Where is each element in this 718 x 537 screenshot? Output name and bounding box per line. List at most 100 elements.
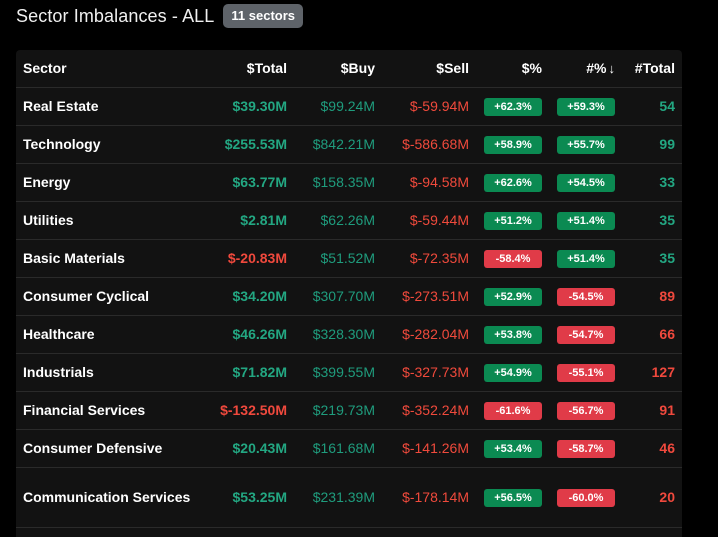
sell-value: $-282.04M bbox=[382, 315, 476, 354]
dollar-pct-badge: +51.2% bbox=[484, 211, 542, 230]
sector-name: Consumer Cyclical bbox=[16, 277, 201, 316]
column-header-total[interactable]: $Total bbox=[201, 50, 294, 88]
count-pct-cell: +59.3% bbox=[549, 87, 622, 126]
total-value: $46.26M bbox=[201, 315, 294, 354]
sector-name: Basic Materials bbox=[16, 239, 201, 278]
buy-value: $161.68M bbox=[294, 429, 382, 468]
column-header-buy[interactable]: $Buy bbox=[294, 50, 382, 88]
count-pct-cell: -60.0% bbox=[549, 467, 622, 528]
buy-value: $399.55M bbox=[294, 353, 382, 392]
sell-value: $-352.24M bbox=[382, 391, 476, 430]
sector-count-badge: 11 sectors bbox=[223, 4, 304, 28]
count-pct-badge: -54.7% bbox=[557, 325, 615, 344]
count-pct-badge: +59.3% bbox=[557, 97, 615, 116]
sector-name: Healthcare bbox=[16, 315, 201, 354]
table-row[interactable]: Communication Services $53.25M $231.39M $-1… bbox=[16, 467, 682, 528]
dollar-pct-cell: -58.4% bbox=[476, 239, 549, 278]
count-pct-cell: -56.7% bbox=[549, 391, 622, 430]
count-total-value: 35 bbox=[622, 201, 682, 240]
count-total-value: 66 bbox=[622, 315, 682, 354]
table-row[interactable]: Financial Services $-132.50M $219.73M $-352… bbox=[16, 391, 682, 430]
buy-value: $158.35M bbox=[294, 163, 382, 202]
dollar-pct-cell: +52.9% bbox=[476, 277, 549, 316]
column-header-pct[interactable]: $% bbox=[476, 50, 549, 88]
table-row[interactable]: Technology $255.53M $842.21M $-586.68M +58.9… bbox=[16, 125, 682, 164]
count-total-value: 46 bbox=[622, 429, 682, 468]
total-value: $34.20M bbox=[201, 277, 294, 316]
dollar-pct-cell: +62.3% bbox=[476, 87, 549, 126]
dollar-pct-cell: -61.6% bbox=[476, 391, 549, 430]
arrow-down-icon: ↓ bbox=[608, 61, 616, 77]
sector-name: Communication Services bbox=[16, 467, 201, 528]
count-pct-cell: -54.5% bbox=[549, 277, 622, 316]
table-row[interactable]: Utilities $2.81M $62.26M $-59.44M +51.2% +51.… bbox=[16, 201, 682, 240]
count-total-value: 89 bbox=[622, 277, 682, 316]
dollar-pct-badge: +54.9% bbox=[484, 363, 542, 382]
sector-name: Consumer Defensive bbox=[16, 429, 201, 468]
count-pct-badge: -60.0% bbox=[557, 488, 615, 507]
table-body: Real Estate $39.30M $99.24M $-59.94M +62.3% +… bbox=[16, 87, 682, 528]
sector-name: Technology bbox=[16, 125, 201, 164]
buy-value: $99.24M bbox=[294, 87, 382, 126]
total-value: $2.81M bbox=[201, 201, 294, 240]
dollar-pct-badge: +53.8% bbox=[484, 325, 542, 344]
table-row[interactable]: Consumer Cyclical $34.20M $307.70M $-273.51… bbox=[16, 277, 682, 316]
sector-imbalance-table: Sector $Total $Buy $Sell $% #% ↓ #Total R… bbox=[16, 50, 682, 528]
buy-value: $307.70M bbox=[294, 277, 382, 316]
dollar-pct-badge: +53.4% bbox=[484, 439, 542, 458]
buy-value: $842.21M bbox=[294, 125, 382, 164]
dollar-pct-cell: +53.8% bbox=[476, 315, 549, 354]
count-total-value: 127 bbox=[622, 353, 682, 392]
dollar-pct-cell: +58.9% bbox=[476, 125, 549, 164]
table-row[interactable]: Industrials $71.82M $399.55M $-327.73M +54.9… bbox=[16, 353, 682, 392]
dollar-pct-cell: +62.6% bbox=[476, 163, 549, 202]
count-pct-badge: +51.4% bbox=[557, 211, 615, 230]
table-row[interactable]: Real Estate $39.30M $99.24M $-59.94M +62.3% +… bbox=[16, 87, 682, 126]
column-header-sector[interactable]: Sector bbox=[16, 50, 201, 88]
column-header-sell[interactable]: $Sell bbox=[382, 50, 476, 88]
column-header-count-pct[interactable]: #% ↓ bbox=[549, 50, 622, 88]
count-pct-badge: -55.1% bbox=[557, 363, 615, 382]
count-total-value: 54 bbox=[622, 87, 682, 126]
dollar-pct-badge: +52.9% bbox=[484, 287, 542, 306]
sell-value: $-59.44M bbox=[382, 201, 476, 240]
total-value: $71.82M bbox=[201, 353, 294, 392]
dollar-pct-badge: +62.6% bbox=[484, 173, 542, 192]
total-value: $53.25M bbox=[201, 467, 294, 528]
buy-value: $328.30M bbox=[294, 315, 382, 354]
sector-name: Real Estate bbox=[16, 87, 201, 126]
count-total-value: 35 bbox=[622, 239, 682, 278]
dollar-pct-cell: +51.2% bbox=[476, 201, 549, 240]
dollar-pct-cell: +56.5% bbox=[476, 467, 549, 528]
count-pct-cell: +51.4% bbox=[549, 201, 622, 240]
sector-name: Utilities bbox=[16, 201, 201, 240]
buy-value: $51.52M bbox=[294, 239, 382, 278]
sell-value: $-141.26M bbox=[382, 429, 476, 468]
sector-name: Energy bbox=[16, 163, 201, 202]
table-row[interactable]: Basic Materials $-20.83M $51.52M $-72.35M -5… bbox=[16, 239, 682, 278]
count-pct-cell: -55.1% bbox=[549, 353, 622, 392]
sell-value: $-327.73M bbox=[382, 353, 476, 392]
total-value: $63.77M bbox=[201, 163, 294, 202]
count-total-value: 20 bbox=[622, 467, 682, 528]
count-total-value: 99 bbox=[622, 125, 682, 164]
count-pct-cell: +54.5% bbox=[549, 163, 622, 202]
count-pct-badge: +51.4% bbox=[557, 249, 615, 268]
page-header: Sector Imbalances - ALL 11 sectors bbox=[16, 3, 304, 29]
count-pct-badge: +54.5% bbox=[557, 173, 615, 192]
page-title: Sector Imbalances - ALL bbox=[16, 5, 215, 26]
table-row[interactable]: Consumer Defensive $20.43M $161.68M $-141.2… bbox=[16, 429, 682, 468]
table-row[interactable]: Healthcare $46.26M $328.30M $-282.04M +53.8%… bbox=[16, 315, 682, 354]
sell-value: $-586.68M bbox=[382, 125, 476, 164]
dollar-pct-cell: +53.4% bbox=[476, 429, 549, 468]
count-pct-badge: -58.7% bbox=[557, 439, 615, 458]
dollar-pct-badge: +62.3% bbox=[484, 97, 542, 116]
sell-value: $-72.35M bbox=[382, 239, 476, 278]
count-total-value: 33 bbox=[622, 163, 682, 202]
table-row[interactable]: Energy $63.77M $158.35M $-94.58M +62.6% +54.5… bbox=[16, 163, 682, 202]
column-header-count-total[interactable]: #Total bbox=[622, 50, 682, 88]
count-pct-badge: -54.5% bbox=[557, 287, 615, 306]
total-value: $-132.50M bbox=[201, 391, 294, 430]
count-pct-badge: -56.7% bbox=[557, 401, 615, 420]
count-pct-cell: +51.4% bbox=[549, 239, 622, 278]
